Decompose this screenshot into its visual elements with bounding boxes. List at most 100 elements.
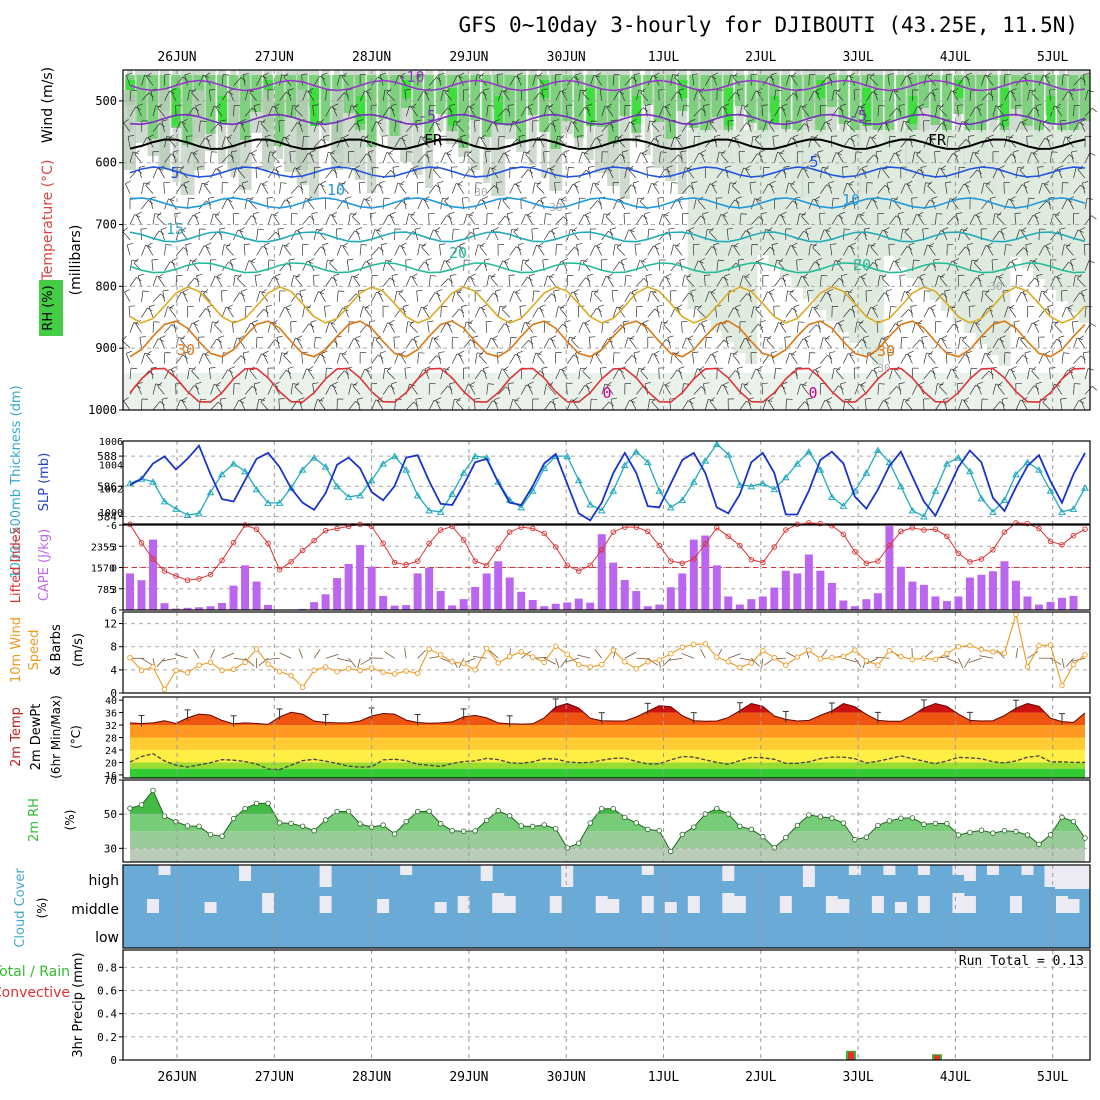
rh-shade — [286, 75, 297, 118]
wind-barb — [394, 290, 398, 302]
rh-shade — [458, 75, 469, 148]
wind-barb — [729, 182, 737, 185]
wind-barb — [640, 370, 649, 380]
wind-barb — [212, 321, 219, 324]
wind-barb — [977, 275, 982, 287]
wind-barb — [298, 185, 304, 190]
wind-speed-point — [622, 659, 628, 665]
rh-point — [668, 848, 674, 855]
wind-barb — [824, 339, 833, 349]
wind-barb — [193, 107, 199, 112]
wind-barb — [221, 199, 228, 210]
wind-barb — [652, 292, 660, 303]
wind-barb — [135, 323, 142, 333]
wind-barb — [701, 108, 706, 113]
wind-barb — [986, 350, 992, 355]
wind-barb — [720, 154, 729, 163]
wind-barb — [394, 245, 400, 256]
wind-barb — [191, 88, 197, 94]
legend-total-rain: Total / Rain — [0, 964, 70, 980]
cape-bar — [839, 600, 848, 610]
wind-barb — [916, 213, 923, 217]
rh-shade — [494, 96, 504, 124]
wind-barb — [422, 307, 430, 318]
wind-barb — [699, 258, 706, 262]
wind-barb — [986, 76, 994, 86]
wind-barb — [847, 289, 853, 294]
wind-barb — [451, 291, 456, 302]
wind-barb — [785, 200, 794, 210]
wind-barb — [400, 308, 407, 313]
wind-barb — [712, 350, 719, 354]
wind-barb — [497, 198, 502, 210]
wind-barb — [371, 229, 376, 241]
wind-barb — [616, 247, 626, 256]
wind-barb — [191, 92, 200, 102]
wind-barb — [200, 398, 207, 401]
wind-speed-point — [852, 647, 858, 653]
wind-barb — [197, 166, 204, 168]
wind-barb — [466, 321, 473, 324]
cloud-gap-middle — [262, 893, 275, 913]
wind-barb — [322, 244, 326, 256]
wind-barb — [134, 150, 140, 155]
wind-barb — [916, 154, 925, 163]
wind-barb — [230, 260, 234, 272]
wind-barb — [151, 259, 154, 271]
wind-barb — [221, 74, 224, 86]
wind-barb — [935, 275, 939, 287]
wind-barb — [1027, 107, 1035, 117]
wind-barb — [801, 216, 810, 225]
wind-barb — [359, 153, 367, 163]
wind-barb — [762, 399, 767, 411]
wind-barb — [318, 119, 325, 124]
wind-barb — [595, 354, 603, 364]
wind-barb — [771, 244, 775, 256]
wind-barb — [746, 229, 752, 241]
rh-shade — [526, 372, 539, 410]
wind-barb — [165, 244, 172, 246]
wind-barb — [973, 258, 979, 263]
wind-barb — [631, 76, 637, 82]
wind-barb — [428, 400, 435, 411]
wind-barb — [582, 88, 587, 94]
cloud-gap-middle — [549, 896, 562, 913]
wind-barb — [733, 246, 741, 256]
wind-barb — [761, 658, 764, 669]
tick-label: 20 — [105, 758, 117, 769]
tick-label: 30 — [104, 842, 117, 855]
wind-barb — [929, 134, 936, 139]
wind-barb — [467, 324, 476, 333]
wind-barb — [723, 339, 729, 345]
wind-barb — [966, 353, 971, 364]
wind-barb — [319, 288, 326, 293]
tick-label: 0.2 — [97, 1031, 117, 1044]
wind-barb — [514, 397, 520, 402]
wind-barb — [619, 90, 626, 102]
wind-barb — [274, 381, 280, 386]
contour-label: -5 — [418, 107, 436, 125]
wind-barb — [889, 323, 896, 333]
tick-label: 0.6 — [97, 985, 117, 998]
cape-bar — [1000, 561, 1009, 610]
wind-barb — [900, 229, 903, 241]
wind-barb — [274, 103, 280, 108]
thickness-point — [839, 502, 848, 509]
wind-barb — [359, 136, 363, 148]
rh-shade — [356, 96, 366, 124]
wind-barb — [918, 103, 925, 107]
wind-barb — [301, 352, 303, 364]
wind-barb — [493, 292, 499, 297]
wind-barb — [136, 277, 142, 282]
li-point — [944, 533, 950, 540]
rh-shade — [826, 70, 837, 153]
wind-barb — [866, 244, 870, 256]
wind-barb — [589, 120, 592, 132]
wind-barb — [417, 91, 424, 102]
wind-barb — [152, 105, 157, 117]
wind-barb — [1050, 338, 1058, 349]
wind-barb — [829, 351, 836, 354]
cloud-gap-middle — [595, 896, 608, 913]
wind-barb — [322, 242, 329, 246]
wind-barb — [573, 291, 580, 302]
